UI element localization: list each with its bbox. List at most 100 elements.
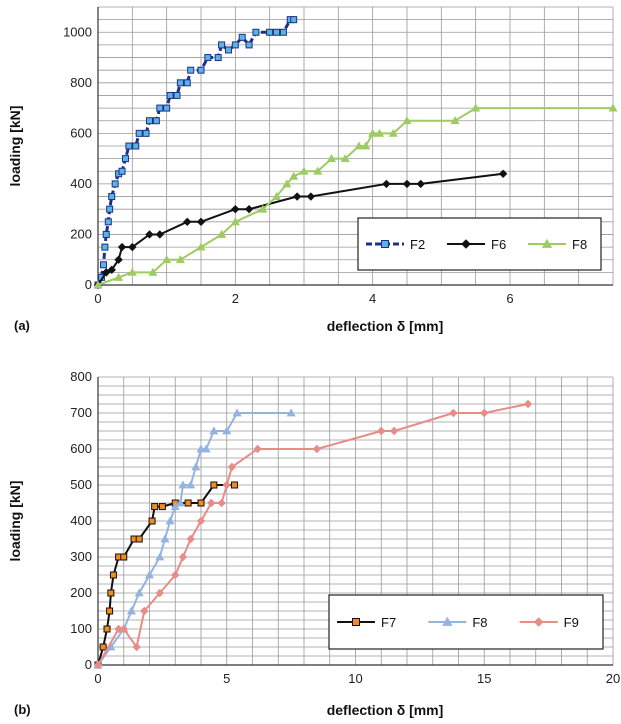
y-tick-label: 800 (70, 369, 92, 384)
y-tick-label: 800 (70, 75, 92, 90)
data-point (312, 444, 322, 454)
y-tick-label: 200 (70, 226, 92, 241)
legend-label: F2 (410, 237, 425, 252)
y-tick-label: 1000 (63, 24, 92, 39)
legend-label: F7 (381, 615, 396, 630)
data-point (186, 480, 196, 489)
data-point (114, 624, 123, 634)
data-point (326, 154, 337, 163)
data-point (289, 171, 299, 180)
data-point (382, 179, 391, 189)
data-point (171, 570, 180, 580)
data-point (148, 267, 158, 276)
x-tick-label: 2 (232, 291, 239, 306)
data-point (107, 589, 115, 597)
y-tick-label: 700 (70, 405, 92, 420)
data-point (416, 179, 425, 189)
data-point (258, 204, 268, 213)
data-point (286, 408, 296, 417)
chart-panel-a: 0 2 4 6 0 200 400 600 800 1000 deflection δ [mm] lo… (7, 6, 618, 334)
x-tick-label: 0 (94, 291, 101, 306)
y-tick-label: 400 (70, 513, 92, 528)
data-point (374, 128, 385, 137)
data-point (231, 41, 239, 49)
data-point (102, 230, 110, 238)
data-point (450, 116, 460, 125)
x-tick-label: 10 (348, 671, 362, 686)
data-point (313, 166, 323, 175)
data-point (104, 218, 112, 226)
data-point (144, 570, 155, 579)
data-point (114, 272, 124, 281)
data-point (126, 606, 137, 615)
y-tick-label: 0 (85, 277, 92, 292)
data-point (389, 426, 399, 436)
y-tick-label: 100 (70, 621, 92, 636)
data-point (173, 91, 181, 99)
data-point (152, 117, 160, 125)
data-point (207, 498, 216, 508)
data-point (498, 169, 508, 178)
data-point (222, 426, 232, 435)
data-point (253, 444, 262, 454)
series-line (96, 18, 294, 286)
data-point (608, 103, 618, 112)
data-point (170, 502, 180, 511)
panel-label: (b) (14, 702, 31, 717)
x-tick-label: 6 (506, 291, 513, 306)
legend-marker (541, 238, 553, 248)
legend-marker (461, 239, 471, 249)
data-point (245, 41, 253, 49)
y-axis-title: loading [kN] (7, 481, 23, 562)
data-point (449, 408, 458, 418)
data-point (127, 267, 137, 276)
data-point (163, 104, 171, 112)
data-point (114, 255, 123, 264)
series-f9 (93, 399, 533, 670)
data-point (197, 499, 205, 507)
data-point (299, 166, 309, 175)
legend-marker (442, 616, 453, 626)
legend-label: F8 (472, 615, 487, 630)
data-point (204, 54, 212, 62)
legend: F2 F6 F8 (357, 217, 602, 271)
data-point (217, 229, 227, 238)
data-point (217, 498, 226, 508)
x-tick-label: 0 (94, 671, 101, 686)
data-point (146, 117, 153, 125)
data-point (111, 180, 119, 188)
data-point (175, 498, 185, 507)
data-point (117, 242, 127, 252)
data-point (184, 499, 192, 507)
data-point (196, 516, 206, 526)
data-point (340, 154, 350, 163)
chart-panel-b: 0 5 10 15 200100200300400500600700800deflect… (7, 369, 620, 718)
data-point (222, 480, 231, 490)
data-point (402, 179, 412, 189)
data-point (178, 480, 188, 489)
data-point (252, 28, 260, 36)
panel-label: (a) (14, 318, 30, 333)
data-point (266, 28, 274, 36)
data-point (135, 129, 143, 137)
data-point (103, 625, 111, 633)
data-point (118, 167, 126, 175)
x-tick-label: 4 (369, 291, 376, 306)
data-point (145, 230, 154, 239)
data-point (368, 128, 378, 137)
data-point (125, 142, 133, 150)
data-point (121, 155, 129, 163)
series-f2 (94, 16, 298, 289)
data-point (191, 462, 201, 471)
data-point (402, 116, 412, 125)
x-tick-label: 15 (477, 671, 491, 686)
data-point (271, 191, 282, 200)
data-point (244, 204, 254, 214)
data-point (196, 217, 206, 227)
data-point (109, 571, 117, 579)
data-point (224, 46, 232, 54)
data-point (158, 503, 166, 511)
legend-marker (352, 618, 360, 626)
data-point (106, 205, 114, 213)
data-point (102, 268, 111, 277)
